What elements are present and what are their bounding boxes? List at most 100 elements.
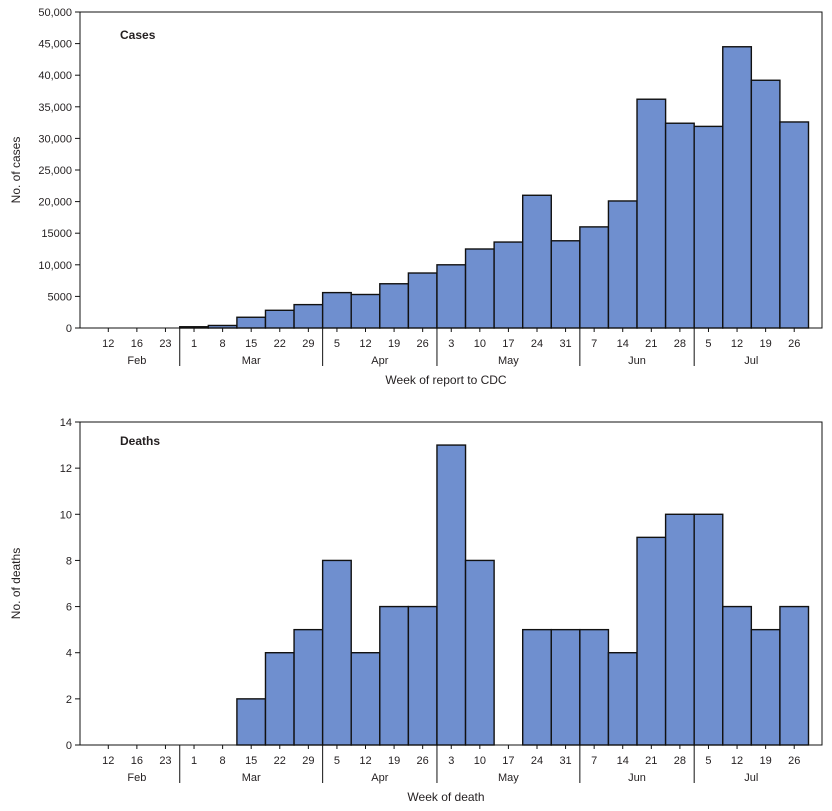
bar <box>550 628 581 746</box>
y-tick-label: 10 <box>60 509 72 521</box>
month-label: Jul <box>744 355 758 367</box>
x-tick-label: 14 <box>617 755 629 767</box>
x-tick-label: 24 <box>531 755 543 767</box>
y-tick-label: 12 <box>60 463 72 475</box>
bar <box>522 628 552 746</box>
x-tick-label: 10 <box>474 338 486 350</box>
x-tick-label: 21 <box>645 338 657 350</box>
x-tick-label: 21 <box>645 755 657 767</box>
x-tick-label: 19 <box>760 755 772 767</box>
y-tick-label: 50,000 <box>38 7 72 19</box>
bar <box>436 264 467 329</box>
bar <box>236 316 267 329</box>
y-tick-label: 20,000 <box>38 197 72 209</box>
month-label: Jun <box>628 772 646 784</box>
y-tick-label: 40,000 <box>38 70 72 82</box>
x-tick-label: 12 <box>731 755 743 767</box>
x-tick-label: 16 <box>131 755 143 767</box>
month-label: Feb <box>127 355 146 367</box>
bar <box>550 240 581 329</box>
bar <box>779 605 810 746</box>
bar <box>664 513 695 746</box>
y-tick-label: 5000 <box>48 291 72 303</box>
panel-title: Cases <box>120 28 156 42</box>
x-tick-label: 29 <box>302 755 314 767</box>
bar <box>264 652 295 746</box>
month-label: Jun <box>628 355 646 367</box>
bar <box>522 194 552 329</box>
x-tick-label: 26 <box>788 755 800 767</box>
x-tick-label: 14 <box>617 338 629 350</box>
x-tick-label: 26 <box>788 338 800 350</box>
x-tick-label: 12 <box>102 755 114 767</box>
y-tick-label: 15000 <box>41 228 72 240</box>
x-tick-label: 5 <box>705 755 711 767</box>
x-tick-label: 26 <box>417 338 429 350</box>
bar <box>464 559 495 746</box>
bar <box>350 652 381 746</box>
y-tick-label: 2 <box>66 694 72 706</box>
x-tick-label: 28 <box>674 338 686 350</box>
bar <box>636 536 667 746</box>
x-tick-label: 17 <box>502 338 514 350</box>
month-label: Mar <box>242 355 261 367</box>
bar <box>579 628 610 746</box>
bar <box>750 79 781 329</box>
bar <box>407 272 438 329</box>
bar <box>379 605 410 746</box>
month-label: Apr <box>371 355 388 367</box>
x-tick-label: 12 <box>102 338 114 350</box>
x-tick-label: 23 <box>159 338 171 350</box>
y-tick-label: 30,000 <box>38 133 72 145</box>
y-tick-label: 14 <box>60 417 72 429</box>
bar <box>264 309 295 329</box>
bar <box>436 444 467 746</box>
bar <box>321 559 352 746</box>
x-tick-label: 19 <box>388 338 400 350</box>
bar <box>693 125 724 329</box>
x-tick-label: 24 <box>531 338 543 350</box>
bar <box>293 303 324 329</box>
x-axis-title: Week of death <box>407 790 484 804</box>
bar <box>722 46 753 329</box>
x-tick-label: 15 <box>245 755 257 767</box>
y-tick-label: 6 <box>66 602 72 614</box>
bar <box>321 291 352 329</box>
bar <box>722 605 753 746</box>
panel-title: Deaths <box>120 434 160 448</box>
x-tick-label: 12 <box>731 338 743 350</box>
bar <box>379 283 410 329</box>
x-tick-label: 15 <box>245 338 257 350</box>
month-label: Feb <box>127 772 146 784</box>
x-tick-label: 5 <box>705 338 711 350</box>
x-tick-label: 5 <box>334 755 340 767</box>
month-label: Mar <box>242 772 261 784</box>
x-tick-label: 12 <box>359 338 371 350</box>
y-axis-title: No. of cases <box>9 137 23 204</box>
bar <box>607 652 638 746</box>
y-tick-label: 35,000 <box>38 102 72 114</box>
x-tick-label: 29 <box>302 338 314 350</box>
bar <box>579 226 610 329</box>
x-tick-label: 3 <box>448 338 454 350</box>
cases-chart: 0 5000 10,000 15000 20,000 25,000 30,000 35,000… <box>9 7 823 387</box>
x-tick-label: 31 <box>559 755 571 767</box>
bar <box>493 241 524 329</box>
x-tick-label: 1 <box>191 755 197 767</box>
x-tick-label: 26 <box>417 755 429 767</box>
x-tick-label: 10 <box>474 755 486 767</box>
y-tick-label: 45,000 <box>38 39 72 51</box>
x-tick-label: 1 <box>191 338 197 350</box>
month-label: Apr <box>371 772 388 784</box>
month-label: May <box>498 772 519 784</box>
x-axis-title: Week of report to CDC <box>385 373 506 387</box>
y-axis-title: No. of deaths <box>9 548 23 619</box>
y-tick-label: 4 <box>66 648 72 660</box>
y-tick-label: 25,000 <box>38 165 72 177</box>
x-tick-label: 12 <box>359 755 371 767</box>
x-tick-label: 19 <box>388 755 400 767</box>
x-tick-label: 22 <box>274 338 286 350</box>
y-tick-label: 0 <box>66 740 72 752</box>
bar <box>779 121 810 329</box>
